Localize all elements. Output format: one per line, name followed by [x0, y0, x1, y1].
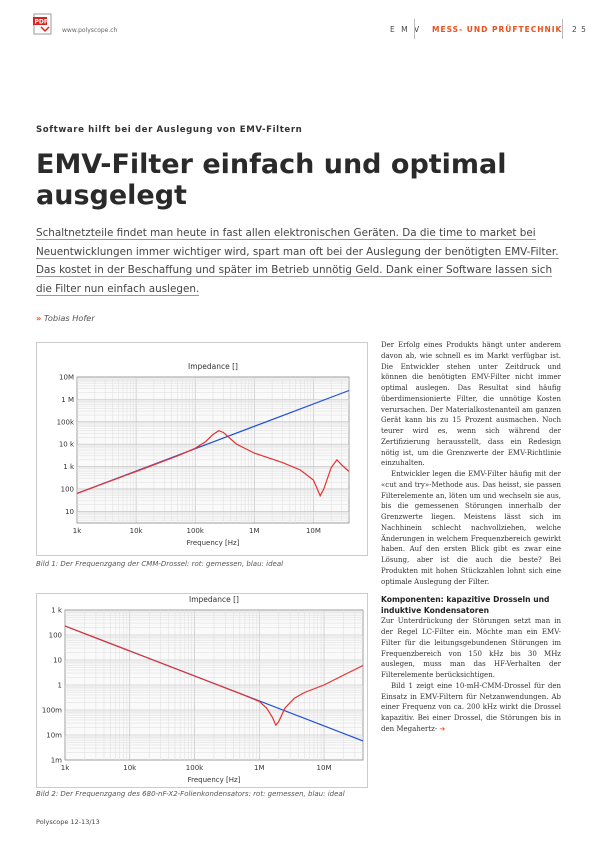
pdf-icon-label: PDF [35, 19, 48, 26]
y-tick-label: 10 [53, 657, 62, 665]
lead-line: Neuentwicklungen immer wichtiger wird, s… [36, 245, 559, 259]
article-kicker: Software hilft bei der Auslegung von EMV… [36, 125, 303, 135]
footer-issue: Polyscope 12-13/13 [36, 818, 100, 826]
body-text: Bild 1 zeigt eine 10-mH-CMM-Drossel für … [381, 681, 561, 733]
article-lead: Schaltnetzteile findet man heute in fast… [36, 224, 561, 298]
y-tick-label: 10m [46, 732, 62, 740]
x-tick-label: 1M [249, 527, 259, 535]
lead-line: Das kostet in der Beschaffung und später… [36, 264, 553, 278]
header-divider [414, 19, 415, 39]
author-marker: » [36, 313, 42, 323]
body-paragraph: Der Erfolg eines Produkts hängt unter an… [381, 341, 561, 468]
page-number: 2 5 [572, 25, 587, 34]
y-tick-label: 1 k [63, 463, 75, 471]
x-tick-label: 1k [61, 764, 70, 772]
x-tick-label: 10M [306, 527, 321, 535]
x-tick-label: 10k [123, 764, 137, 772]
y-tick-label: 10 k [59, 441, 75, 449]
y-tick-label: 1m [51, 757, 62, 765]
y-tick-label: 100m [42, 707, 62, 715]
x-tick-label: 100k [186, 527, 204, 535]
x-tick-label: 1M [254, 764, 265, 772]
y-tick-label: 10M [59, 374, 74, 382]
continue-arrow-icon[interactable]: ➔ [439, 724, 446, 733]
y-tick-label: 1 [58, 682, 62, 690]
chart-title: Impedance [] [189, 595, 239, 604]
lead-line: Schaltnetzteile findet man heute in fast… [36, 227, 536, 240]
article-title: EMV-Filter einfach und optimal ausgelegt [36, 149, 507, 211]
header-section: MESS- UND PRÜFTECHNIK [432, 25, 563, 34]
x-tick-label: 10M [317, 764, 332, 772]
body-paragraph: Zur Unterdrückung der Störungen setzt ma… [381, 617, 561, 679]
pdf-icon[interactable]: PDF [33, 13, 53, 35]
y-tick-label: 100 [61, 485, 74, 493]
site-url-link[interactable]: www.polyscope.ch [62, 27, 118, 34]
figure-1-chart: Impedance [] 1k 10k 100k 1M 10M 10 100 1 k 10 k 10… [36, 342, 368, 556]
x-tick-label: 1k [73, 527, 82, 535]
figure-2-caption: Bild 2: Der Frequenzgang des 680-nF-X2-F… [36, 790, 345, 798]
x-tick-label: 100k [186, 764, 204, 772]
chart-title: Impedance [] [188, 362, 238, 371]
y-tick-label: 100 [49, 632, 62, 640]
x-axis-label: Frequency [Hz] [187, 539, 240, 547]
x-tick-label: 10k [130, 527, 144, 535]
series-line-measured [64, 625, 364, 727]
y-tick-label: 1 k [51, 607, 63, 615]
header-divider [562, 19, 563, 39]
impedance-chart-1: Impedance [] 1k 10k 100k 1M 10M 10 100 1 k 10 k 10… [57, 362, 350, 547]
series-line-measured [76, 430, 350, 498]
body-paragraph: Entwickler legen die EMV-Filter häufig m… [381, 470, 561, 586]
y-tick-label: 10 [65, 508, 74, 516]
header-topic: E M V [390, 25, 422, 34]
figure-1-caption: Bild 1: Der Frequenzgang der CMM-Drossel… [36, 560, 284, 568]
lead-line: die Filter nun einfach auslegen. [36, 282, 200, 296]
body-paragraph: Bild 1 zeigt eine 10-mH-CMM-Drossel für … [381, 681, 561, 735]
author-line: » Tobias Hofer [36, 313, 95, 323]
figure-2-chart: Impedance [] 1k 10k 100k 1M 10M 1m 10m 100m 1 10 10… [36, 593, 368, 788]
y-tick-label: 1 M [61, 396, 74, 404]
body-subheading: Komponenten: kapazitive Drosseln und ind… [381, 595, 550, 615]
x-axis-label: Frequency [Hz] [188, 776, 241, 784]
article-body: Der Erfolg eines Produkts hängt unter an… [381, 340, 561, 735]
impedance-chart-2: Impedance [] 1k 10k 100k 1M 10M 1m 10m 100m 1 10 10… [42, 595, 364, 784]
author-name: Tobias Hofer [43, 313, 95, 323]
y-tick-label: 100k [57, 418, 75, 426]
